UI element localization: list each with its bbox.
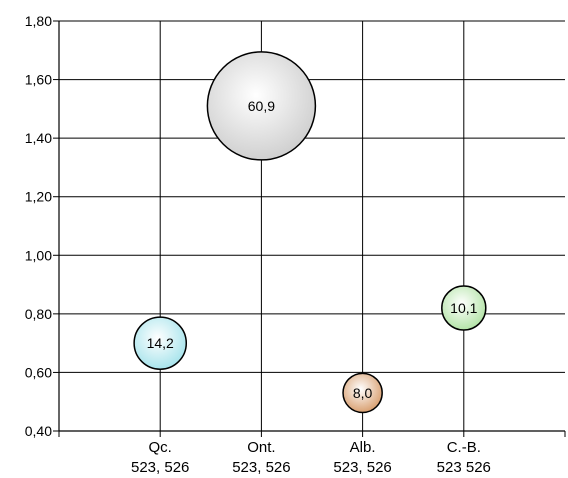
y-tick-label: 1,20 (25, 189, 52, 205)
x-category-label: Qc. (149, 439, 172, 456)
bubble-label: 8,0 (353, 385, 373, 401)
bubble (441, 285, 487, 331)
x-category-sublabel: 523 526 (437, 459, 491, 476)
y-tick-label: 1,40 (25, 130, 52, 146)
bubbles: 14,2 60,9 8,0 10,1 (133, 51, 487, 414)
y-axis-ticks: 0,40 0,60 0,80 1,00 1,20 1,40 1,60 1,80 (25, 13, 59, 439)
y-tick-label: 0,60 (25, 364, 52, 380)
y-tick-label: 1,80 (25, 13, 52, 29)
bubble-label: 14,2 (147, 335, 174, 351)
x-category-sublabel: 523, 526 (232, 459, 290, 476)
bubble-label: 10,1 (450, 300, 477, 316)
bubble (342, 372, 383, 414)
x-category-label: Alb. (350, 439, 376, 456)
y-tick-label: 0,80 (25, 306, 52, 322)
gridlines (59, 20, 565, 432)
x-axis-ticks: Qc. 523, 526 Ont. 523, 526 Alb. 523, 526 C.-B.… (58, 431, 566, 476)
x-category-sublabel: 523, 526 (131, 459, 189, 476)
axes (58, 21, 565, 432)
bubble (206, 51, 317, 161)
x-category-label: Ont. (247, 439, 275, 456)
y-tick-label: 1,00 (25, 247, 52, 263)
y-tick-label: 0,40 (25, 423, 52, 439)
x-category-label: C.-B. (447, 439, 481, 456)
bubble-label: 60,9 (248, 98, 275, 114)
y-tick-label: 1,60 (25, 72, 52, 88)
x-category-sublabel: 523, 526 (333, 459, 391, 476)
bubble (133, 316, 188, 370)
